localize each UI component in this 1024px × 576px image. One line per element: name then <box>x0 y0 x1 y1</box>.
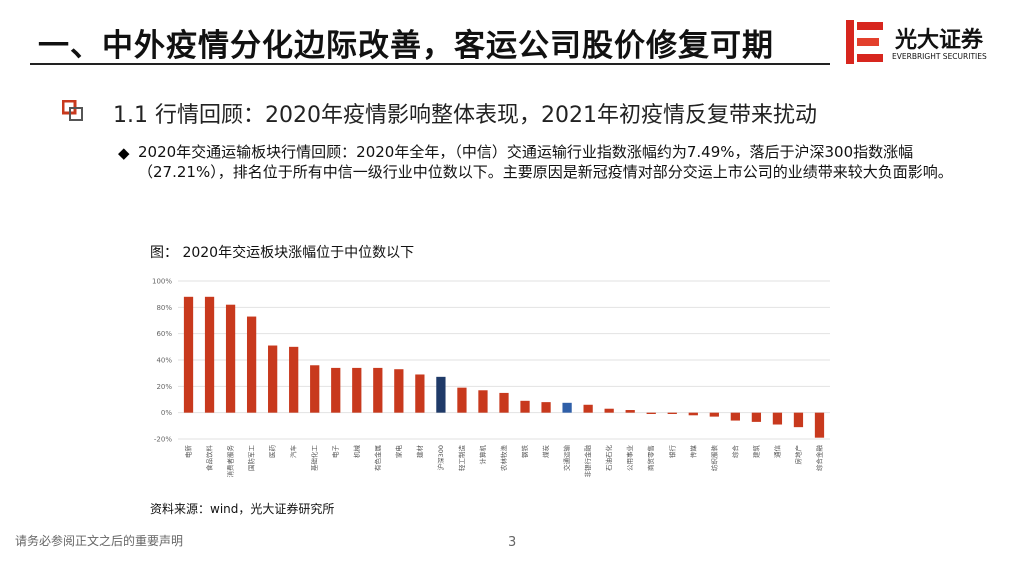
y-tick-label: 20% <box>156 383 172 391</box>
bar <box>793 412 804 428</box>
x-tick-label: 消费者服务 <box>226 445 235 478</box>
bullet-icon: ◆ <box>118 144 130 162</box>
x-tick-label: 银行 <box>667 445 676 459</box>
x-tick-label: 商贸零售 <box>646 445 655 471</box>
y-tick-label: 80% <box>156 304 172 312</box>
bar <box>394 369 404 413</box>
y-tick-label: 60% <box>156 330 172 338</box>
y-tick-label: 0% <box>161 409 172 417</box>
x-tick-label: 建筑 <box>751 445 760 459</box>
bar <box>499 392 509 413</box>
bar <box>646 412 656 414</box>
bar <box>436 376 446 413</box>
bar <box>246 316 257 413</box>
x-tick-label: 公用事业 <box>625 445 634 472</box>
section-icon <box>62 100 83 121</box>
bar <box>289 346 299 413</box>
bar <box>814 412 825 438</box>
x-tick-label: 农林牧渔 <box>499 445 508 472</box>
x-tick-label: 建材 <box>415 445 424 459</box>
x-tick-label: 国防军工 <box>247 445 256 472</box>
bar <box>457 387 467 413</box>
x-tick-label: 电新 <box>184 445 193 459</box>
y-tick-label: 40% <box>156 357 172 365</box>
x-tick-label: 机械 <box>352 445 361 459</box>
x-tick-label: 房地产 <box>793 445 802 465</box>
x-tick-label: 电子 <box>331 445 340 459</box>
disclaimer: 请务必参阅正文之后的重要声明 <box>15 534 184 548</box>
x-tick-label: 汽车 <box>289 445 298 459</box>
x-tick-label: 非银行金融 <box>583 445 592 478</box>
bar <box>204 296 215 413</box>
bar <box>352 367 362 413</box>
bar <box>667 412 677 414</box>
title-rule <box>30 63 830 65</box>
bar <box>730 412 740 421</box>
logo-text: 光大证券 <box>895 28 984 53</box>
bullet-text: 2020年交通运输板块行情回顾：2020年全年，（中信）交通运输行业指数涨幅约为… <box>138 143 953 181</box>
chart-title: 图： 2020年交运板块涨幅位于中位数以下 <box>150 245 415 261</box>
x-tick-label: 家电 <box>394 445 403 459</box>
bar <box>478 390 488 413</box>
bar <box>751 412 762 422</box>
bar <box>520 400 530 413</box>
logo-icon <box>846 20 883 64</box>
bar <box>415 374 425 413</box>
x-tick-label: 传媒 <box>688 445 697 459</box>
bar <box>310 365 320 413</box>
bar <box>562 402 572 413</box>
bar <box>268 345 278 413</box>
x-tick-label: 综合 <box>730 445 739 459</box>
x-tick-label: 煤炭 <box>541 445 550 459</box>
x-tick-label: 钢铁 <box>520 445 529 459</box>
bar <box>541 402 551 413</box>
x-tick-label: 综合金融 <box>814 445 823 472</box>
x-tick-label: 纺织服装 <box>709 445 718 472</box>
logo-subtext: EVERBRIGHT SECURITIES <box>892 52 987 61</box>
section-heading: 1.1 行情回顾：2020年疫情影响整体表现，2021年初疫情反复带来扰动 <box>113 103 817 128</box>
x-tick-label: 通信 <box>772 445 781 459</box>
source: 资料来源：wind，光大证券研究所 <box>150 502 335 516</box>
bar <box>772 412 783 425</box>
bar <box>583 404 593 413</box>
y-tick-label: -20% <box>154 436 172 444</box>
bar <box>331 367 341 413</box>
page-number: 3 <box>508 535 517 550</box>
x-tick-label: 有色金属 <box>373 445 382 471</box>
x-tick-label: 医药 <box>268 445 277 459</box>
x-tick-label: 轻工制造 <box>457 445 466 472</box>
x-tick-label: 基础化工 <box>310 445 319 472</box>
bar <box>604 408 614 413</box>
bar <box>625 410 635 413</box>
bar <box>709 412 719 417</box>
bar <box>688 412 698 416</box>
x-tick-label: 石油石化 <box>604 445 613 472</box>
x-tick-label: 计算机 <box>478 445 487 465</box>
bar <box>373 367 383 413</box>
bar <box>183 296 194 413</box>
x-tick-label: 沪深300 <box>436 445 445 470</box>
bar <box>225 304 236 413</box>
slide-title: 一、中外疫情分化边际改善，客运公司股价修复可期 <box>38 28 774 64</box>
x-tick-label: 交通运输 <box>562 445 571 472</box>
x-tick-label: 食品饮料 <box>205 445 214 472</box>
y-tick-label: 100% <box>152 278 172 286</box>
